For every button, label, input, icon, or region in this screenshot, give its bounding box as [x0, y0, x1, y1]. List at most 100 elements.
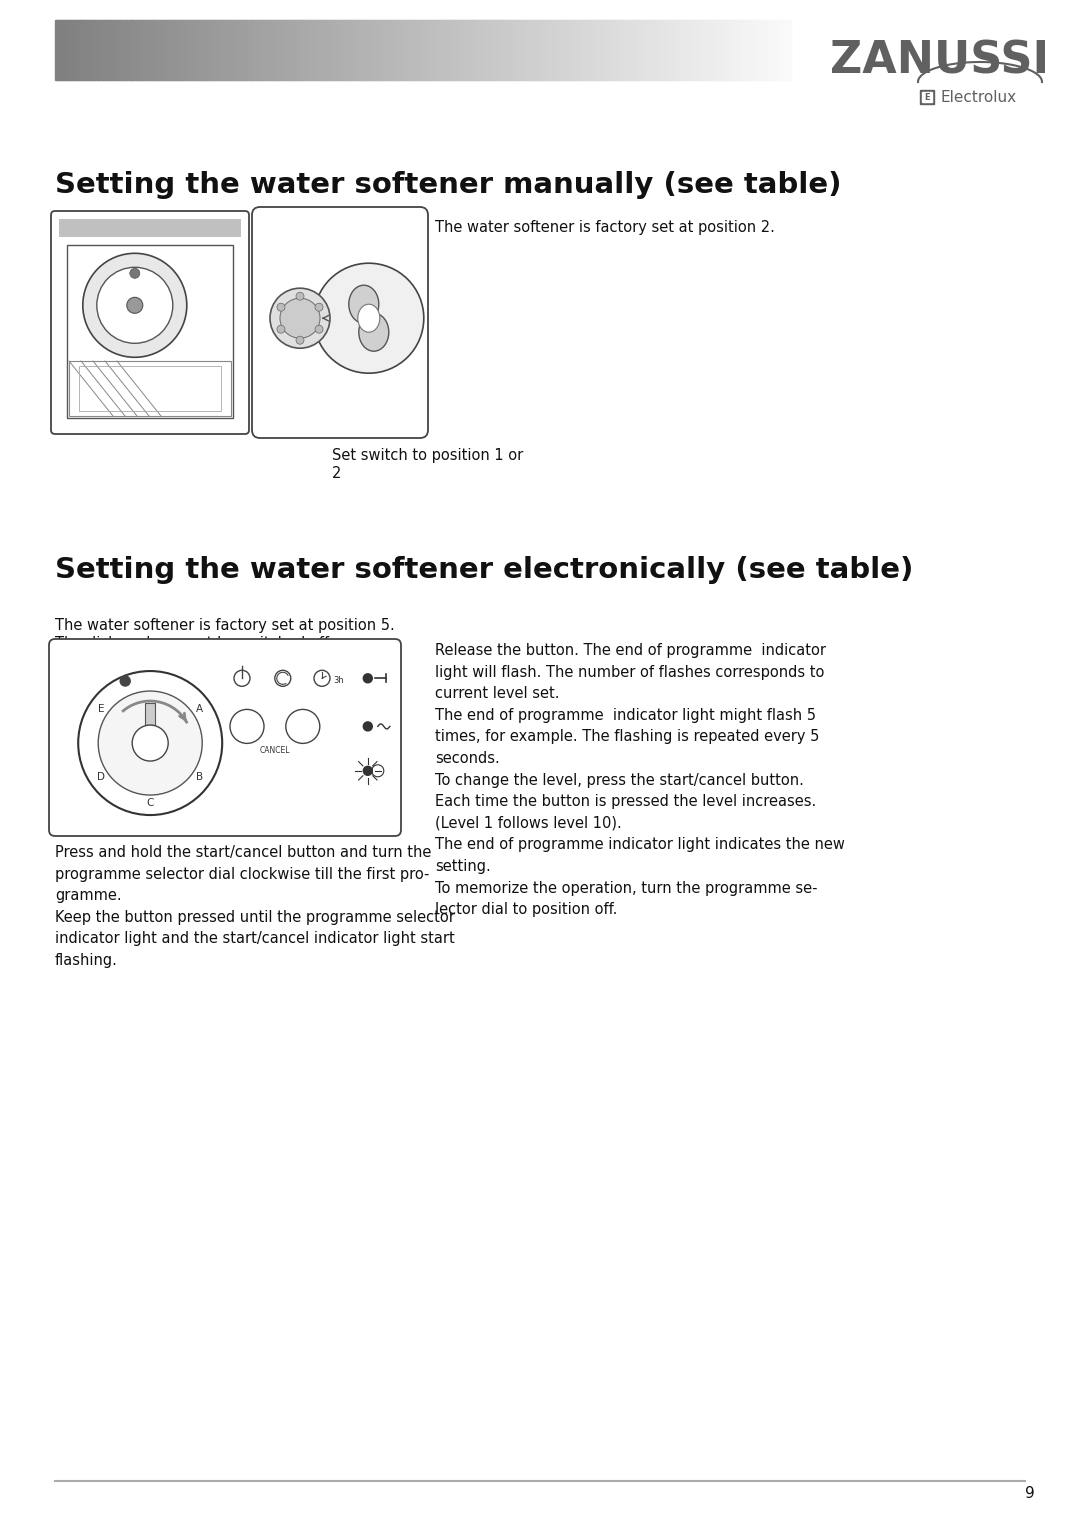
Text: C: C [147, 798, 153, 807]
Bar [692, 20, 696, 80]
Bar [391, 20, 394, 80]
Bar [80, 20, 83, 80]
Bar [457, 20, 460, 80]
Circle shape [363, 722, 373, 731]
Bar [197, 20, 201, 80]
Bar [459, 20, 462, 80]
Bar [700, 20, 703, 80]
Bar [778, 20, 781, 80]
Bar [724, 20, 727, 80]
Bar [67, 20, 70, 80]
Bar [638, 20, 642, 80]
Bar [469, 20, 473, 80]
Bar [229, 20, 232, 80]
Bar [79, 365, 221, 411]
Bar [75, 20, 78, 80]
Bar [237, 20, 240, 80]
Bar [138, 20, 141, 80]
Bar [217, 20, 220, 80]
Bar [356, 20, 360, 80]
Bar [619, 20, 622, 80]
Bar [689, 20, 693, 80]
Bar [224, 20, 228, 80]
Bar [538, 20, 541, 80]
Bar [415, 20, 419, 80]
Text: Press and hold the start/cancel button and turn the
programme selector dial cloc: Press and hold the start/cancel button a… [55, 846, 455, 968]
Bar [287, 20, 292, 80]
Bar [359, 20, 362, 80]
Bar [214, 20, 218, 80]
Bar [920, 90, 934, 104]
Bar [706, 20, 711, 80]
Bar [113, 20, 118, 80]
Bar [324, 20, 328, 80]
Bar [160, 20, 164, 80]
Bar [361, 20, 365, 80]
Bar [393, 20, 396, 80]
Bar [604, 20, 607, 80]
Bar [442, 20, 446, 80]
Bar [136, 20, 139, 80]
Bar [451, 20, 456, 80]
Bar [268, 20, 271, 80]
Bar [726, 20, 730, 80]
Text: B: B [195, 772, 203, 783]
Bar [472, 20, 475, 80]
Bar [119, 20, 122, 80]
Bar [65, 20, 68, 80]
Bar [482, 20, 485, 80]
Circle shape [315, 326, 323, 333]
Bar [86, 20, 91, 80]
Bar [760, 20, 764, 80]
Bar [234, 20, 238, 80]
Bar [104, 20, 107, 80]
Bar [293, 20, 296, 80]
Bar [646, 20, 649, 80]
Bar [165, 20, 168, 80]
Bar [719, 20, 723, 80]
Bar [144, 20, 147, 80]
Bar [395, 20, 399, 80]
Bar [273, 20, 276, 80]
Bar [341, 20, 346, 80]
Bar [84, 20, 87, 80]
Bar [555, 20, 558, 80]
Bar [569, 20, 573, 80]
Circle shape [130, 268, 139, 278]
Bar [677, 20, 680, 80]
Bar [212, 20, 215, 80]
Bar [163, 20, 166, 80]
Bar [111, 20, 114, 80]
Bar [337, 20, 340, 80]
Text: 9: 9 [1025, 1486, 1035, 1501]
Bar [90, 20, 93, 80]
Bar [167, 20, 171, 80]
Bar [575, 20, 578, 80]
Bar [474, 20, 477, 80]
Bar [511, 20, 514, 80]
Bar [94, 20, 97, 80]
Bar [318, 20, 321, 80]
Bar [648, 20, 651, 80]
Bar [787, 20, 791, 80]
Bar [275, 20, 279, 80]
Bar [148, 20, 151, 80]
Text: The water softener is factory set at position 2.: The water softener is factory set at pos… [435, 220, 774, 235]
Bar [764, 20, 767, 80]
Bar [710, 20, 713, 80]
Text: A: A [195, 703, 203, 714]
Bar [775, 20, 779, 80]
Bar [743, 20, 747, 80]
Text: E: E [98, 703, 105, 714]
Bar [283, 20, 286, 80]
Bar [704, 20, 707, 80]
Bar [175, 20, 178, 80]
Bar [271, 20, 274, 80]
Bar [241, 20, 245, 80]
Bar [291, 20, 294, 80]
Bar [378, 20, 382, 80]
Bar [518, 20, 522, 80]
Bar [312, 20, 315, 80]
Bar [714, 20, 717, 80]
Bar [746, 20, 750, 80]
